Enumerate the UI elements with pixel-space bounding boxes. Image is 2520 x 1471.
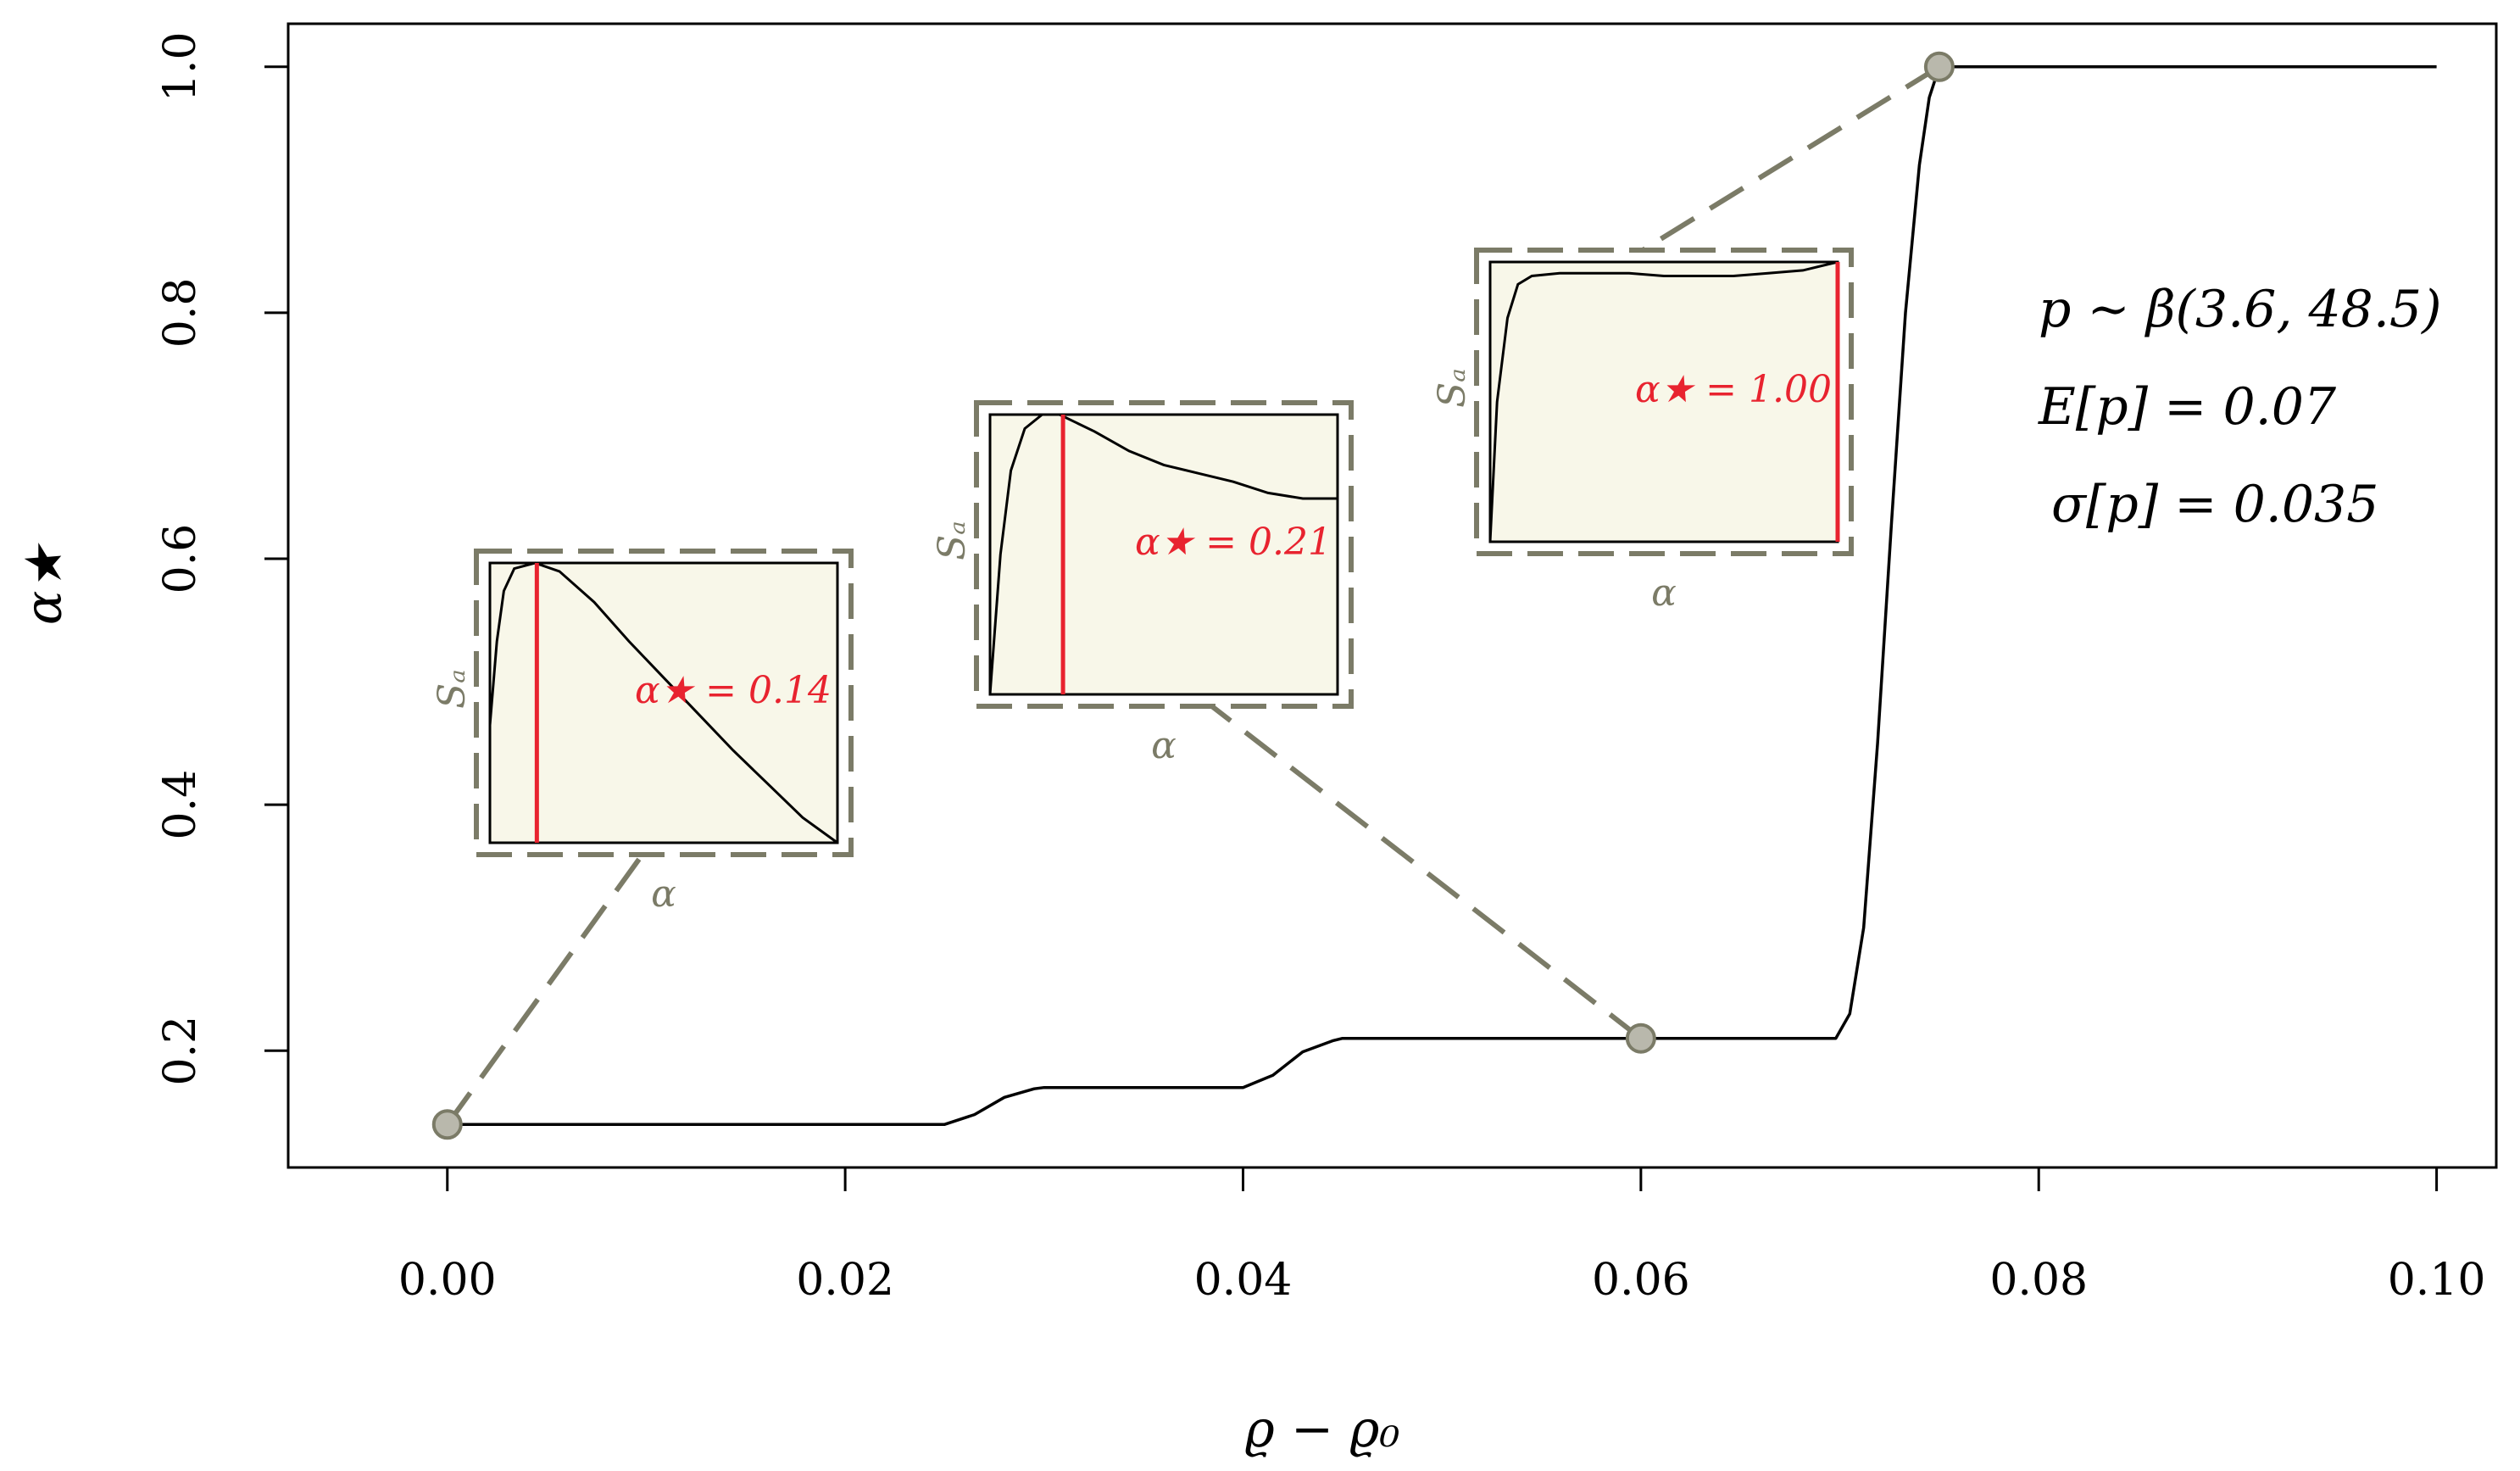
x-tick-label: 0.00	[398, 1255, 497, 1306]
x-tick-label: 0.08	[1989, 1255, 2088, 1306]
data-point	[1625, 1022, 1656, 1054]
connector-line	[1185, 684, 1643, 1041]
x-axis-title: ϱ − ϱ₀	[1244, 1400, 1399, 1459]
connector-line	[1634, 64, 1941, 257]
annotation-distribution: p ∼ β(3.6, 48.5)	[2039, 280, 2442, 339]
inset-x-label: α	[651, 872, 676, 916]
inset-curve	[988, 413, 1338, 695]
x-tick-label: 0.06	[1592, 1255, 1690, 1306]
inset-x-label: α	[1151, 724, 1177, 767]
annotation-mean: E[p] = 0.07	[2038, 377, 2337, 437]
series-line	[447, 65, 2437, 1126]
y-tick-label: 0.8	[155, 278, 206, 348]
x-tick-label: 0.04	[1194, 1255, 1293, 1306]
plot-frame	[286, 22, 2498, 1169]
inset-frame	[988, 413, 1339, 696]
data-point	[1923, 51, 1955, 82]
y-tick-label: 0.6	[155, 524, 206, 594]
y-tick-label: 0.4	[155, 770, 206, 840]
y-axis-title: α★	[14, 543, 74, 626]
x-tick-label: 0.10	[2388, 1255, 2486, 1306]
x-tick-label: 0.02	[796, 1255, 894, 1306]
annotation-stddev: σ[p] = 0.035	[2051, 475, 2378, 534]
inset-x-label: α	[1651, 571, 1677, 615]
y-tick-label: 1.0	[155, 31, 206, 102]
inset-y-label: Sₐ	[931, 521, 974, 560]
inset-annotation: α★ = 0.21	[1135, 521, 1332, 564]
connector-line	[445, 850, 647, 1126]
inset-annotation: α★ = 1.00	[1635, 368, 1832, 411]
inset-plot: α★ = 1.00 α Sₐ	[1431, 248, 1854, 615]
inset-plot: α★ = 0.14 α Sₐ	[431, 549, 854, 916]
inset-curve	[1488, 260, 1839, 543]
y-tick-label: 0.2	[155, 1016, 206, 1086]
inset-curve	[488, 561, 838, 844]
inset-y-label: Sₐ	[431, 669, 474, 709]
inset-annotation: α★ = 0.14	[635, 669, 832, 712]
inset-y-label: Sₐ	[1431, 368, 1474, 408]
inset-plot: α★ = 0.21 α Sₐ	[931, 400, 1354, 767]
data-point	[431, 1109, 463, 1140]
